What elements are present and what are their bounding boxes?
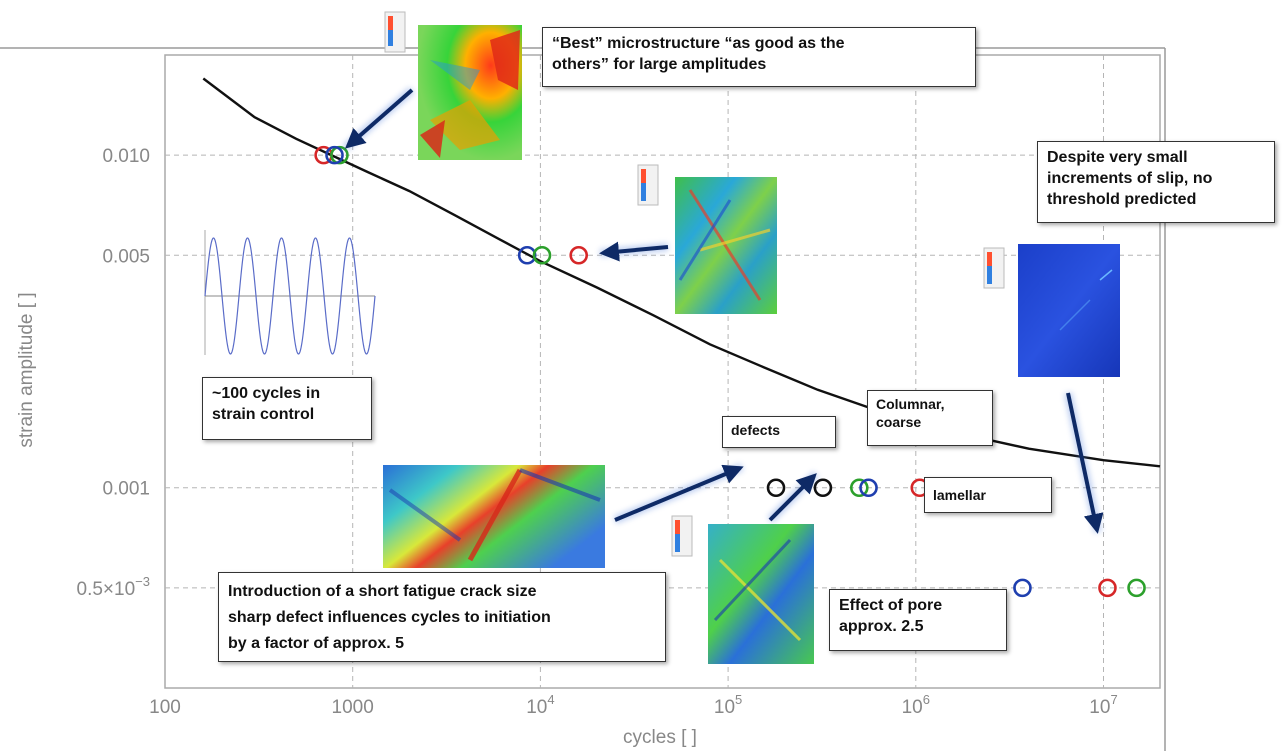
note-despite-slip: Despite very small increments of slip, n… [1037, 141, 1275, 223]
note-defects-text: defects [731, 422, 781, 438]
arrow-defects [614, 464, 744, 522]
note-columnar: Columnar, coarse [867, 390, 993, 446]
note-intro-line1: Introduction of a short fatigue crack si… [228, 583, 537, 600]
data-point [532, 245, 552, 265]
sim-thumb-wide [383, 465, 605, 568]
x-axis: 100 1000 104 105 106 107 [149, 692, 1118, 718]
note-effect-of-pore: Effect of pore approx. 2.5 [829, 589, 1007, 651]
x-tick-label: 105 [714, 692, 742, 718]
data-point [1013, 578, 1032, 598]
note-cycles-strain-control: ~100 cycles in strain control [202, 377, 372, 440]
y-tick-label: 0.5×10−3 [77, 574, 150, 600]
sim-thumb-right [1018, 244, 1120, 377]
data-point [1098, 578, 1117, 598]
x-tick-label: 1000 [332, 697, 374, 718]
note-intro-line3: by a factor of approx. 5 [228, 635, 405, 652]
note-intro-line2: sharp defect influences cycles to initia… [228, 609, 551, 626]
arrow-defects-2 [768, 473, 817, 522]
note-pore-line1: Effect of pore [839, 597, 943, 614]
data-point [330, 145, 349, 165]
note-columnar-line1: Columnar, [876, 396, 945, 412]
y-tick-label: 0.010 [102, 146, 150, 167]
data-point [849, 478, 869, 498]
note-despite-line3: threshold predicted [1047, 191, 1197, 208]
strain-sine-inset [204, 230, 376, 355]
legend-chip-4 [671, 515, 693, 557]
legend-chip-3 [983, 247, 1005, 289]
note-despite-line1: Despite very small [1047, 149, 1188, 166]
note-best-line1: “Best” microstructure “as good as the [552, 35, 845, 52]
note-cycles-line2: strain control [212, 406, 315, 423]
note-lamellar: lamellar [924, 477, 1052, 513]
sim-thumb-mid [675, 177, 777, 314]
note-defects: defects [722, 416, 836, 448]
x-tick-label: 106 [902, 692, 930, 718]
y-axis: 0.010 0.005 0.001 0.5×10−3 [77, 146, 150, 600]
note-despite-line2: increments of slip, no [1047, 170, 1213, 187]
y-tick-label: 0.005 [102, 246, 150, 267]
x-tick-label: 100 [149, 697, 181, 718]
note-lamellar-text: lamellar [933, 487, 986, 503]
note-best-line2: others” for large amplitudes [552, 56, 767, 73]
note-columnar-line2: coarse [876, 414, 922, 430]
note-best-microstructure: “Best” microstructure “as good as the ot… [542, 27, 976, 87]
note-cycles-line1: ~100 cycles in [212, 385, 321, 402]
data-point [569, 245, 589, 265]
y-tick-label: 0.001 [102, 479, 150, 500]
arrow-right [1066, 392, 1104, 534]
data-point [1127, 578, 1146, 598]
data-point [766, 478, 786, 498]
data-point [325, 145, 344, 165]
x-axis-label: cycles [ ] [623, 727, 697, 748]
sim-thumb-low [708, 524, 814, 664]
annotation-arrows [342, 86, 1104, 534]
y-axis-label: strain amplitude [ ] [16, 292, 37, 447]
legend-chip-2 [637, 164, 659, 206]
data-points [314, 145, 1146, 598]
data-point [859, 478, 878, 498]
note-pore-line2: approx. 2.5 [839, 618, 924, 635]
sim-thumb-top [418, 25, 522, 160]
x-tick-label: 104 [526, 692, 554, 718]
x-tick-label: 107 [1089, 692, 1117, 718]
legend-chip-1 [384, 11, 406, 53]
arrow-top [344, 88, 414, 149]
arrow-mid [599, 241, 669, 262]
note-introduction-crack: Introduction of a short fatigue crack si… [218, 572, 666, 662]
